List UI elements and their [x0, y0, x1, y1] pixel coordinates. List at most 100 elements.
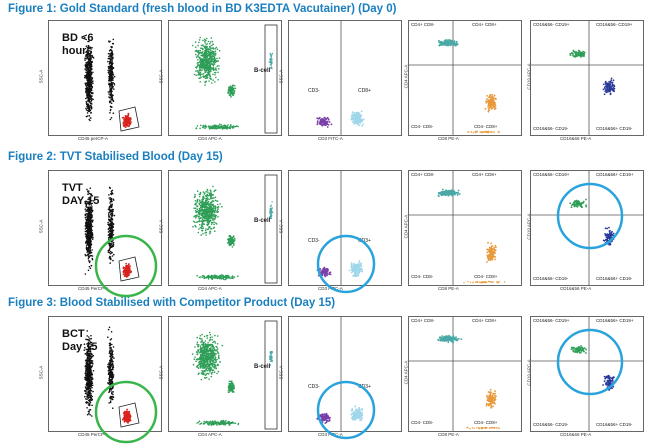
cd4-positive-events [438, 39, 459, 47]
black-event-column [84, 187, 95, 275]
b-cell-gate [264, 24, 278, 134]
x-axis-label: CD3 FITC-A [318, 136, 343, 141]
plot-canvas [316, 317, 364, 431]
plot-panel-row1-p1 [48, 20, 162, 136]
plot-canvas [409, 317, 521, 431]
highlight-ring [316, 380, 376, 440]
green-events-base [196, 274, 239, 281]
cd3-positive-gate-label: CD3+ [358, 238, 371, 244]
quadrant-label-2: CD4+ CD8+ [472, 172, 497, 177]
plot-panel-row1-p2 [168, 20, 282, 136]
lymphocyte-gate [118, 402, 140, 428]
x-axis-label: CD16&56 PE-A [560, 136, 592, 141]
y-axis-label: SSC-A [158, 219, 164, 234]
plot-canvas [316, 21, 365, 135]
highlight-circle [316, 380, 376, 440]
quadrant-label-3: CD4- CD8- [411, 274, 434, 279]
highlight-circle [316, 234, 376, 294]
green-events-lower [227, 380, 235, 393]
b-cell-gate [264, 320, 278, 430]
cd3-positive-events [350, 110, 365, 127]
cd19-positive-events [569, 49, 586, 58]
lymphocyte-gate [118, 106, 140, 132]
highlight-ring [94, 380, 158, 444]
plot-canvas [191, 24, 278, 134]
y-axis-label: SSC-A [278, 219, 284, 234]
green-events-base [196, 419, 240, 426]
baseline-events [467, 130, 501, 134]
cd3-negative-gate-label: CD3- [308, 88, 320, 94]
quadrant-label-4: CD4- CD8+ [474, 420, 498, 425]
y-axis-label: SSC-A [38, 219, 44, 234]
quadrant-label-4: CD4- CD8+ [474, 124, 498, 129]
plot-canvas [409, 21, 521, 135]
b-cell-gate-label: B-cell [254, 68, 271, 74]
green-events-main [191, 36, 221, 86]
plot-panel-row3-p5 [530, 316, 644, 432]
lymphocyte-events-red [122, 262, 133, 278]
y-axis-label: CD4 APC-A [403, 360, 409, 385]
green-events-lower [226, 234, 236, 248]
plot-panel-row3-p2 [168, 316, 282, 432]
x-axis-label: CD45 PerCP-A [78, 432, 109, 437]
x-axis-label: CD8 PE-A [438, 136, 459, 141]
baseline-events [463, 280, 506, 284]
plot-canvas [83, 36, 140, 132]
b-cell-events [268, 52, 274, 70]
b-cell-gate [264, 174, 278, 284]
plot-panel-row2-p3 [288, 170, 402, 286]
cd3-positive-gate-label: CD8+ [358, 88, 371, 94]
quadrant-label-2: CD16&56+ CD19+ [596, 172, 634, 177]
cd19-positive-events [569, 198, 587, 209]
highlight-circle [94, 234, 158, 298]
y-axis-label: SSC-A [278, 69, 284, 84]
lymphocyte-events-red [121, 408, 132, 424]
plot-panel-row1-p3 [288, 20, 402, 136]
y-axis-label: SSC-A [38, 365, 44, 380]
cd8-positive-events [486, 241, 497, 263]
plot-panel-row2-p5 [530, 170, 644, 286]
x-axis-label: CD8 PE-A [438, 286, 459, 291]
quadrant-label-3: CD4- CD8- [411, 124, 434, 129]
quadrant-label-1: CD16&56- CD19+ [533, 172, 570, 177]
lymphocyte-events-red [121, 112, 132, 128]
quadrant-label-3: CD4- CD8- [411, 420, 434, 425]
x-axis-label: CD8 PE-A [438, 432, 459, 437]
x-axis-label: CD4 APC-A [198, 286, 222, 291]
x-axis-label: CD16&56 PE-A [560, 286, 592, 291]
y-axis-label: CD4 APC-A [403, 64, 409, 89]
quadrant-label-2: CD4+ CD8+ [472, 22, 497, 27]
quadrant-label-4: CD4- CD8+ [474, 274, 498, 279]
cd3-negative-gate-label: CD3- [308, 384, 320, 390]
plot-canvas [531, 21, 643, 135]
b-cell-gate-label: B-cell [254, 364, 271, 370]
plot-panel-row3-p4 [408, 316, 522, 432]
green-events-lower [227, 84, 237, 98]
highlight-ring [94, 234, 158, 298]
highlight-ring [556, 328, 624, 396]
y-axis-label: SSC-A [158, 69, 164, 84]
x-axis-label: CD4 APC-A [198, 136, 222, 141]
quadrant-label-3: CD16&56- CD19- [533, 126, 569, 131]
cd19-positive-events [570, 345, 587, 354]
cd8-positive-events [485, 388, 497, 409]
plot-panel-row2-p2 [168, 170, 282, 286]
y-axis-label: SSC-A [38, 69, 44, 84]
sample-label: BCT Day 15 [62, 328, 98, 353]
sample-label: TVT DAY 15 [62, 182, 100, 207]
highlight-ring [556, 182, 624, 250]
b-cell-events [268, 350, 274, 366]
figure-3-title: Figure 3: Blood Stabilised with Competit… [8, 297, 336, 309]
lymphocyte-gate [118, 256, 140, 282]
plot-canvas [316, 171, 364, 285]
figure-1-title: Figure 1: Gold Standard (fresh blood in … [8, 3, 397, 15]
black-event-column [83, 330, 95, 417]
x-axis-label: CD4 APC-A [198, 432, 222, 437]
plot-canvas [191, 320, 278, 430]
plot-panel-row3-p3 [288, 316, 402, 432]
baseline-events [466, 426, 500, 430]
highlight-circle [556, 328, 624, 396]
x-axis-label: CD45 PerCP-A [78, 286, 109, 291]
figure-2-title: Figure 2: TVT Stabilised Blood (Day 15) [8, 151, 223, 163]
cd3-positive-events [348, 260, 364, 278]
